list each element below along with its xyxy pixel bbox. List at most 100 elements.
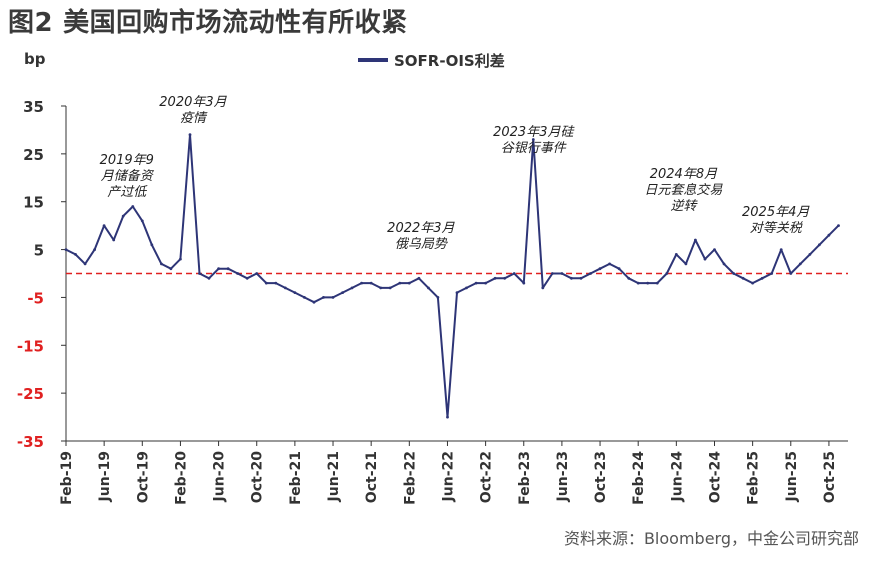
x-tick-label: Feb-21	[288, 451, 304, 505]
annotation-label: 对等关税	[750, 221, 804, 236]
y-tick-label: -35	[17, 433, 44, 451]
data-point	[665, 272, 669, 275]
data-point	[570, 276, 573, 280]
data-point	[312, 300, 316, 304]
data-point	[560, 272, 564, 275]
data-point	[217, 267, 221, 271]
data-point	[417, 276, 421, 280]
x-tick-label: Jun-21	[326, 451, 342, 502]
data-point	[741, 276, 745, 280]
x-tick-label: Oct-24	[707, 451, 723, 503]
data-point	[522, 281, 526, 285]
data-point	[140, 219, 144, 223]
data-point	[503, 276, 507, 280]
x-tick-label: Feb-19	[59, 451, 75, 505]
x-tick-label: Feb-24	[631, 451, 647, 505]
data-point	[608, 262, 611, 266]
data-point	[598, 267, 602, 271]
data-point	[646, 281, 650, 285]
annotation-label: 谷银行事件	[501, 141, 567, 156]
data-point	[331, 296, 335, 299]
data-point	[64, 248, 68, 252]
data-point	[264, 281, 268, 285]
data-point	[818, 243, 821, 247]
data-point	[474, 281, 478, 285]
data-point	[436, 296, 440, 299]
annotation-label: 产过低	[107, 185, 148, 200]
data-point	[446, 415, 449, 419]
data-point	[83, 262, 87, 266]
figure-number: 图2	[8, 8, 54, 38]
data-point	[379, 286, 383, 290]
data-point	[808, 253, 812, 256]
y-tick-label: 15	[23, 194, 44, 212]
annotation-label: 2022年3月	[387, 221, 455, 236]
data-point	[150, 243, 154, 247]
data-point	[236, 272, 240, 275]
data-point	[655, 281, 659, 285]
x-tick-label: Feb-22	[402, 451, 418, 505]
data-point	[207, 276, 211, 280]
x-tick-label: Jun-24	[669, 451, 685, 503]
annotation-label: 2024年8月	[650, 167, 718, 182]
data-point	[694, 238, 697, 242]
y-axis-label: bp	[24, 50, 46, 68]
data-point	[407, 281, 411, 285]
data-point	[674, 253, 678, 256]
data-point	[74, 253, 77, 256]
data-point	[541, 286, 545, 290]
x-tick-label: Jun-20	[212, 451, 228, 503]
x-tick-label: Oct-19	[135, 451, 151, 503]
data-point	[341, 291, 344, 294]
data-point	[493, 276, 497, 280]
data-point	[226, 267, 230, 271]
data-point	[465, 286, 468, 290]
figure-title: 图2 美国回购市场流动性有所收紧	[8, 2, 408, 39]
data-point	[770, 272, 774, 275]
data-point	[512, 272, 516, 275]
data-point	[303, 296, 306, 299]
data-point	[837, 224, 840, 228]
y-tick-label: -25	[17, 385, 44, 403]
y-tick-label: 5	[34, 242, 44, 260]
series-line	[65, 133, 840, 419]
x-tick-label: Oct-20	[250, 451, 266, 503]
data-point	[531, 138, 535, 141]
annotation-label: 2020年3月	[159, 95, 227, 110]
data-point	[589, 272, 592, 275]
data-point	[112, 238, 116, 242]
x-tick-label: Jun-22	[440, 451, 456, 502]
x-tick-label: Oct-22	[479, 451, 495, 503]
data-point	[169, 267, 173, 271]
annotation-label: 疫情	[180, 111, 208, 126]
data-point	[579, 276, 583, 280]
data-point	[798, 262, 802, 266]
source-note: 资料来源：Bloomberg，中金公司研究部	[563, 529, 859, 548]
data-point	[398, 281, 402, 285]
data-point	[198, 272, 201, 275]
x-tick-label: Oct-25	[822, 451, 838, 503]
annotation-label: 俄乌局势	[395, 237, 449, 252]
data-point	[245, 276, 249, 280]
data-point	[760, 276, 764, 280]
annotation-label: 2019年9	[100, 153, 154, 168]
y-tick-label: -15	[17, 337, 44, 355]
y-tick-label: 25	[23, 146, 44, 164]
data-point	[293, 291, 297, 294]
data-point	[703, 257, 707, 261]
data-point	[322, 296, 325, 299]
figure-title-text: 美国回购市场流动性有所收紧	[63, 8, 408, 38]
data-point	[179, 257, 182, 261]
data-point	[427, 286, 430, 290]
data-point	[350, 286, 354, 290]
annotation-label: 月储备资	[101, 169, 155, 184]
data-point	[789, 272, 793, 275]
x-tick-label: Feb-23	[517, 451, 533, 505]
annotation-label: 日元套息交易	[644, 182, 723, 198]
data-point	[360, 281, 363, 285]
data-point	[388, 286, 392, 290]
data-point	[160, 262, 163, 266]
data-point	[283, 286, 287, 290]
data-point	[627, 276, 631, 280]
x-tick-label: Jun-23	[555, 451, 571, 502]
